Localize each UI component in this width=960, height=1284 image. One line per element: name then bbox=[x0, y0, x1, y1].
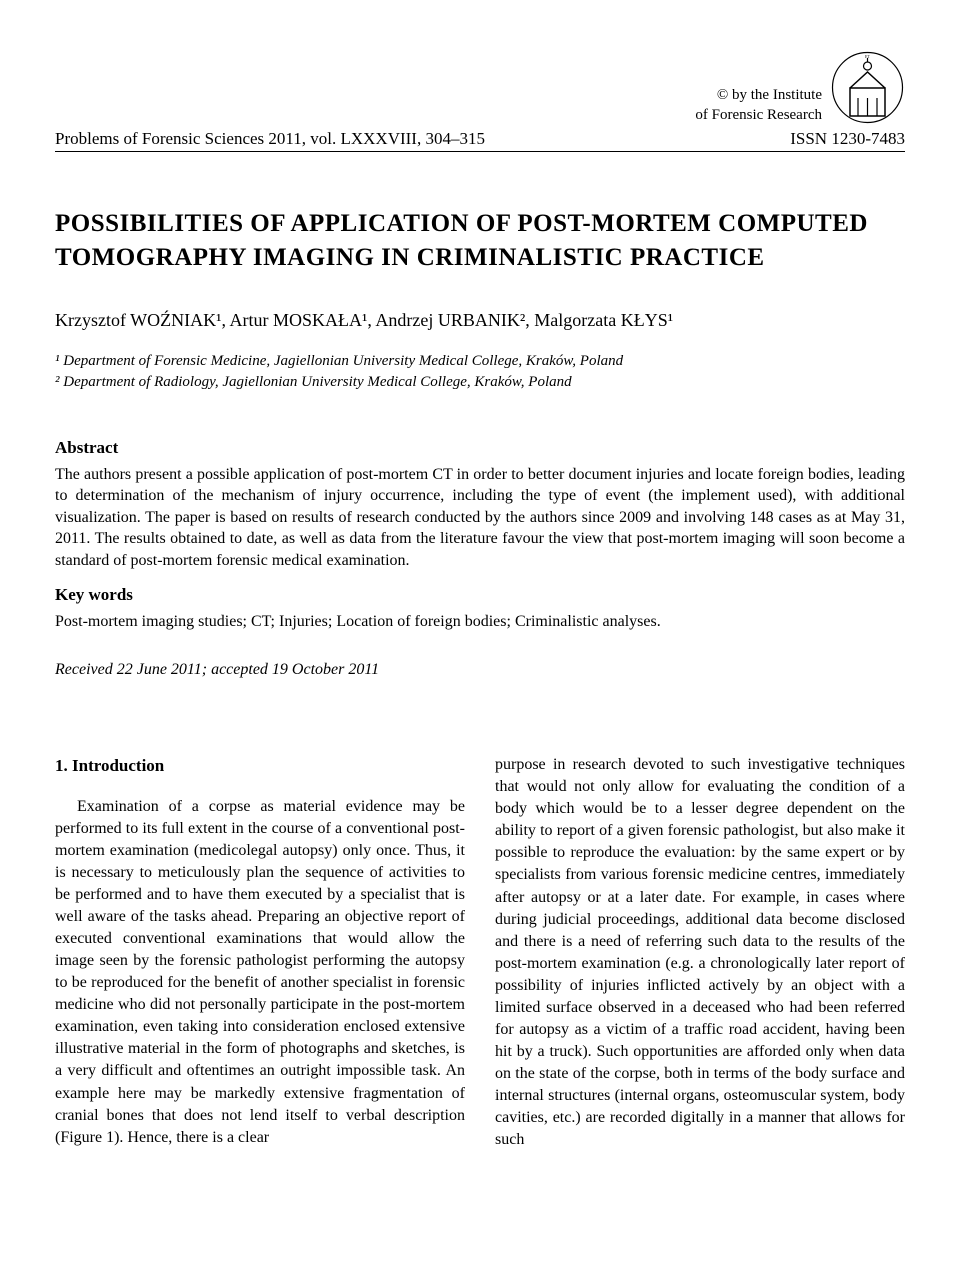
copyright-line-2: of Forensic Research bbox=[439, 106, 823, 126]
column-right: purpose in research devoted to such inve… bbox=[495, 754, 905, 1151]
header-top-row: © by the Institute of Forensic Research … bbox=[55, 50, 905, 125]
institute-logo-icon: ET bbox=[830, 50, 905, 125]
article-title: POSSIBILITIES OF APPLICATION OF POST-MOR… bbox=[55, 207, 905, 275]
received-dates: Received 22 June 2011; accepted 19 Octob… bbox=[55, 661, 905, 679]
introduction-text-left: Examination of a corpse as material evid… bbox=[55, 796, 465, 1149]
body-columns: 1. Introduction Examination of a corpse … bbox=[55, 754, 905, 1151]
page-container: © by the Institute of Forensic Research … bbox=[0, 0, 960, 1191]
affiliations-block: ¹ Department of Forensic Medicine, Jagie… bbox=[55, 351, 905, 393]
introduction-heading: 1. Introduction bbox=[55, 754, 465, 777]
abstract-text: The authors present a possible applicati… bbox=[55, 464, 905, 572]
affiliation-1: ¹ Department of Forensic Medicine, Jagie… bbox=[55, 351, 905, 372]
introduction-text-right: purpose in research devoted to such inve… bbox=[495, 754, 905, 1151]
authors-list: Krzysztof WOŹNIAK¹, Artur MOSKAŁA¹, Andr… bbox=[55, 310, 905, 331]
copyright-block: © by the Institute of Forensic Research bbox=[439, 86, 823, 125]
abstract-heading: Abstract bbox=[55, 438, 905, 458]
issn-label: ISSN 1230-7483 bbox=[790, 129, 905, 149]
keywords-text: Post-mortem imaging studies; CT; Injurie… bbox=[55, 611, 905, 633]
journal-info-row: Problems of Forensic Sciences 2011, vol.… bbox=[55, 129, 905, 152]
affiliation-2: ² Department of Radiology, Jagiellonian … bbox=[55, 372, 905, 393]
keywords-heading: Key words bbox=[55, 585, 905, 605]
column-left: 1. Introduction Examination of a corpse … bbox=[55, 754, 465, 1151]
copyright-line-1: © by the Institute bbox=[439, 86, 823, 106]
svg-text:ET: ET bbox=[865, 54, 870, 59]
journal-reference: Problems of Forensic Sciences 2011, vol.… bbox=[55, 129, 485, 149]
